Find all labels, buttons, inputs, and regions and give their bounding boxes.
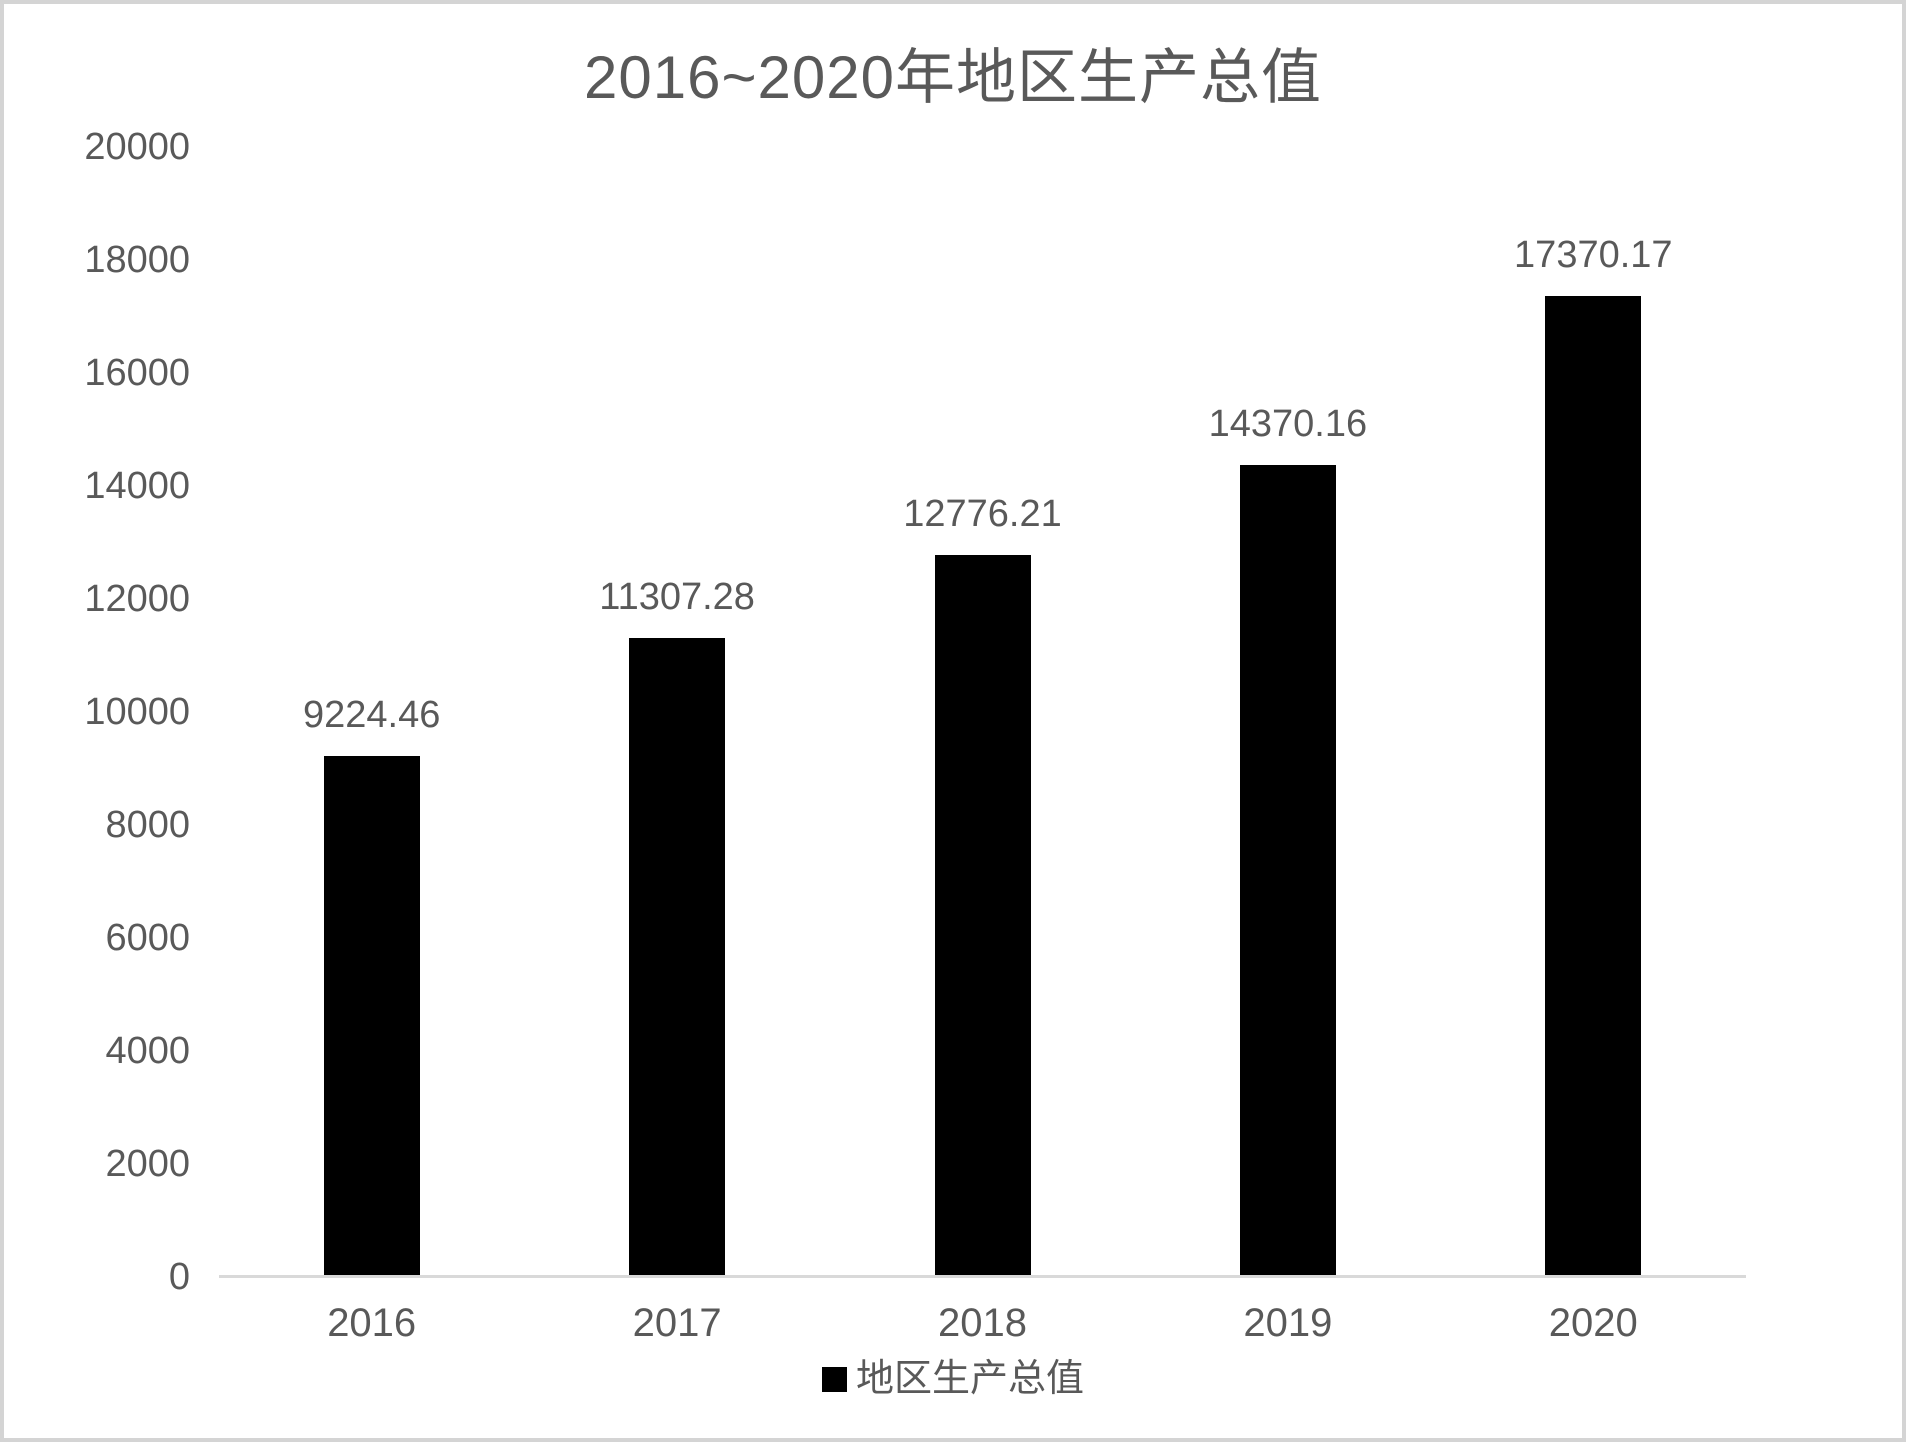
y-axis-tick-label: 14000 — [84, 465, 190, 507]
bar-data-label: 11307.28 — [599, 576, 755, 619]
x-axis-category-label: 2017 — [632, 1301, 722, 1345]
bar — [629, 638, 726, 1277]
legend-marker-icon — [821, 1366, 847, 1392]
bar-data-label: 9224.46 — [303, 693, 441, 736]
bar-data-label: 12776.21 — [903, 493, 1062, 536]
x-axis-category-label: 2016 — [327, 1301, 417, 1345]
y-axis-tick-label: 18000 — [84, 239, 190, 281]
y-axis-tick-label: 12000 — [84, 578, 190, 620]
x-axis-category-label: 2020 — [1548, 1301, 1638, 1345]
legend: 地区生产总值 — [4, 1356, 1902, 1402]
y-axis-tick-label: 2000 — [105, 1143, 190, 1185]
bar-data-label: 14370.16 — [1208, 403, 1368, 446]
bar-data-label: 17370.17 — [1514, 233, 1673, 276]
x-axis-category-label: 2019 — [1243, 1301, 1333, 1345]
bar — [323, 755, 420, 1277]
y-axis-tick-label: 0 — [168, 1256, 190, 1298]
x-axis-line — [219, 1275, 1746, 1278]
bar — [934, 555, 1031, 1277]
y-axis-tick-label: 20000 — [84, 126, 190, 168]
plot-area: 20000 18000 16000 14000 12000 10000 8000 6000 40… — [4, 4, 1902, 1438]
legend-label: 地区生产总值 — [855, 1358, 1084, 1400]
y-axis-tick-label: 16000 — [84, 352, 190, 394]
y-axis-tick-label: 4000 — [105, 1030, 190, 1072]
y-axis-tick-label: 10000 — [84, 691, 190, 733]
y-axis-tick-label: 6000 — [105, 917, 190, 959]
bar — [1545, 295, 1642, 1277]
chart-title: 2016~2020年地区生产总值 — [584, 44, 1322, 111]
y-axis-tick-label: 8000 — [105, 804, 190, 846]
x-axis-category-label: 2018 — [938, 1301, 1027, 1345]
bar — [1239, 465, 1336, 1277]
